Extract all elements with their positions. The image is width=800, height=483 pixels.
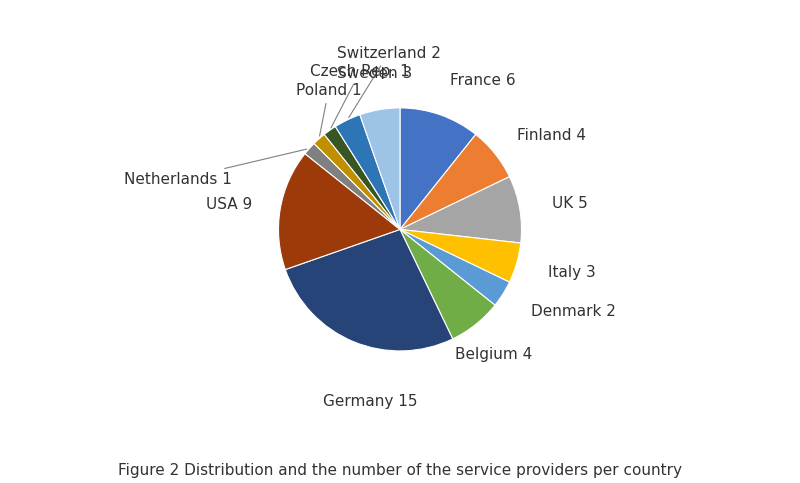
Wedge shape: [335, 115, 400, 229]
Wedge shape: [400, 229, 521, 282]
Text: Sweden 3: Sweden 3: [338, 67, 413, 82]
Wedge shape: [286, 229, 453, 351]
Wedge shape: [400, 108, 476, 229]
Text: Netherlands 1: Netherlands 1: [125, 149, 306, 187]
Wedge shape: [400, 229, 495, 339]
Text: UK 5: UK 5: [552, 196, 588, 211]
Text: France 6: France 6: [450, 73, 515, 88]
Wedge shape: [400, 177, 522, 243]
Text: Finland 4: Finland 4: [518, 128, 586, 143]
Wedge shape: [400, 229, 510, 305]
Wedge shape: [400, 134, 510, 229]
Text: Figure 2 Distribution and the number of the service providers per country: Figure 2 Distribution and the number of …: [118, 463, 682, 478]
Wedge shape: [314, 134, 400, 229]
Text: USA 9: USA 9: [206, 197, 252, 212]
Wedge shape: [360, 108, 400, 229]
Text: Denmark 2: Denmark 2: [530, 304, 615, 319]
Text: Switzerland 2: Switzerland 2: [337, 46, 441, 117]
Text: Germany 15: Germany 15: [322, 394, 417, 409]
Text: Poland 1: Poland 1: [296, 83, 362, 136]
Wedge shape: [324, 127, 400, 229]
Text: Italy 3: Italy 3: [548, 265, 596, 280]
Wedge shape: [278, 154, 400, 270]
Wedge shape: [305, 143, 400, 229]
Text: Belgium 4: Belgium 4: [455, 347, 532, 362]
Text: Czech Rep. 1: Czech Rep. 1: [310, 64, 410, 128]
